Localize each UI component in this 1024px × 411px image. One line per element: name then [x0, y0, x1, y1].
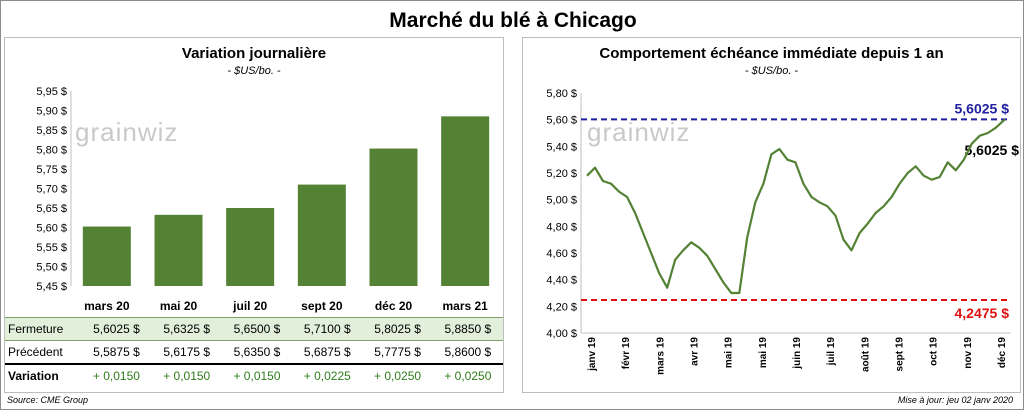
table-cell: 5,7100 $ [303, 322, 351, 336]
bar-y-tick-label: 5,85 $ [36, 125, 67, 137]
table-cell: + 0,0225 [303, 368, 351, 383]
table-cell: 5,6175 $ [163, 344, 211, 359]
bar [226, 208, 275, 286]
table-row: Variation + 0,0150 + 0,0150 + 0,0150 + 0,022… [5, 363, 503, 387]
line-x-tick-label: mai 19 [758, 337, 769, 369]
update-note: Mise à jour: jeu 02 janv 2020 [897, 395, 1013, 405]
line-x-tick-label: oct 19 [929, 337, 940, 366]
left-watermark: grainwiz [75, 117, 178, 147]
left-panel [4, 37, 504, 393]
line-x-tick-label: août 19 [860, 337, 871, 372]
line-x-tick-label: févr 19 [621, 337, 632, 370]
source-note: Source: CME Group [7, 395, 89, 405]
line-y-tick-label: 4,00 $ [546, 328, 577, 340]
bar [441, 116, 490, 286]
line-x-tick-label: juil 19 [826, 337, 837, 367]
line-x-tick-label: mai 19 [724, 337, 735, 369]
line-x-tick-label: déc 19 [997, 337, 1008, 369]
table-cell: 5,8025 $ [374, 322, 421, 336]
bar-y-tick-label: 5,55 $ [36, 242, 67, 254]
line-x-tick-label: sept 19 [895, 337, 906, 372]
bar-y-tick-label: 5,50 $ [36, 262, 67, 274]
table-row-label: Fermeture [8, 322, 64, 336]
line-x-tick-label: janv 19 [587, 337, 598, 372]
table-cell: + 0,0250 [374, 368, 422, 383]
right-watermark: grainwiz [587, 117, 690, 147]
table-cell: 5,6025 $ [93, 322, 140, 336]
table-row-label: Variation [8, 368, 59, 383]
line-y-tick-label: 4,40 $ [546, 275, 577, 287]
table-cell: + 0,0150 [92, 368, 140, 383]
bar-y-tick-label: 5,70 $ [36, 184, 67, 196]
table-cell: 5,6325 $ [163, 322, 211, 336]
table-row-label: Précédent [8, 344, 63, 359]
price-table: Fermeture 5,6025 $ 5,6325 $ 5,6500 $ 5,7100 … [5, 317, 503, 387]
line-y-tick-label: 4,80 $ [546, 221, 577, 233]
bar-y-tick-label: 5,45 $ [36, 281, 67, 293]
right-subtitle: Comportement échéance immédiate depuis 1… [599, 45, 944, 62]
table-cell: + 0,0150 [163, 368, 211, 383]
line-y-tick-label: 5,80 $ [546, 88, 577, 100]
left-unit: - $US/bo. - [227, 65, 281, 77]
bar-y-tick-label: 5,80 $ [36, 145, 67, 157]
table-cell: 5,8600 $ [444, 344, 492, 359]
line-y-tick-label: 4,60 $ [546, 248, 577, 260]
line-x-tick-label: nov 19 [963, 337, 974, 369]
last-value-label: 5,6025 $ [965, 142, 1020, 158]
table-cell: 5,5875 $ [93, 344, 140, 359]
bar-category-label: mars 21 [442, 299, 488, 313]
main-title: Marché du blé à Chicago [389, 9, 637, 32]
line-y-tick-label: 4,20 $ [546, 301, 577, 313]
bar [297, 184, 346, 286]
bar [82, 226, 131, 286]
bar-y-tick-label: 5,95 $ [36, 86, 67, 98]
table-cell: 5,6350 $ [233, 344, 281, 359]
left-subtitle: Variation journalière [181, 45, 327, 62]
bar-category-label: mai 20 [160, 299, 198, 313]
line-x-tick-label: avr 19 [690, 337, 701, 366]
bar [369, 148, 418, 286]
table-row: Précédent 5,5875 $ 5,6175 $ 5,6350 $ 5,6875 … [5, 340, 503, 364]
table-cell: 5,6875 $ [303, 344, 351, 359]
table-cell: 5,8850 $ [444, 322, 492, 336]
bar-category-label: déc 20 [375, 299, 413, 313]
line-y-tick-label: 5,00 $ [546, 195, 577, 207]
table-cell: 5,6500 $ [233, 322, 281, 336]
table-row: Fermeture 5,6025 $ 5,6325 $ 5,6500 $ 5,7100 … [5, 317, 503, 341]
bar-category-label: sept 20 [301, 299, 343, 313]
right-unit: - $US/bo. - [744, 65, 799, 77]
table-cell: 5,7775 $ [374, 344, 421, 359]
bar-y-tick-label: 5,60 $ [36, 223, 67, 235]
line-x-tick-label: juin 19 [792, 337, 803, 370]
bar [154, 214, 203, 286]
table-cell: + 0,0150 [233, 368, 281, 383]
line-y-tick-label: 5,20 $ [546, 168, 577, 180]
bar-y-tick-label: 5,90 $ [36, 106, 67, 118]
table-cell: + 0,0250 [444, 368, 492, 383]
bar-y-tick-label: 5,65 $ [36, 203, 67, 215]
bar-y-tick-label: 5,75 $ [36, 164, 67, 176]
price-series-line [586, 118, 1006, 295]
bar-category-label: juil 20 [232, 299, 267, 313]
line-x-tick-label: mars 19 [655, 337, 666, 375]
bar-category-label: mars 20 [84, 299, 130, 313]
high-label: 5,6025 $ [955, 100, 1010, 116]
low-label: 4,2475 $ [955, 305, 1010, 321]
line-y-tick-label: 5,60 $ [546, 115, 577, 127]
line-y-tick-label: 5,40 $ [546, 141, 577, 153]
right-panel [522, 37, 1021, 393]
